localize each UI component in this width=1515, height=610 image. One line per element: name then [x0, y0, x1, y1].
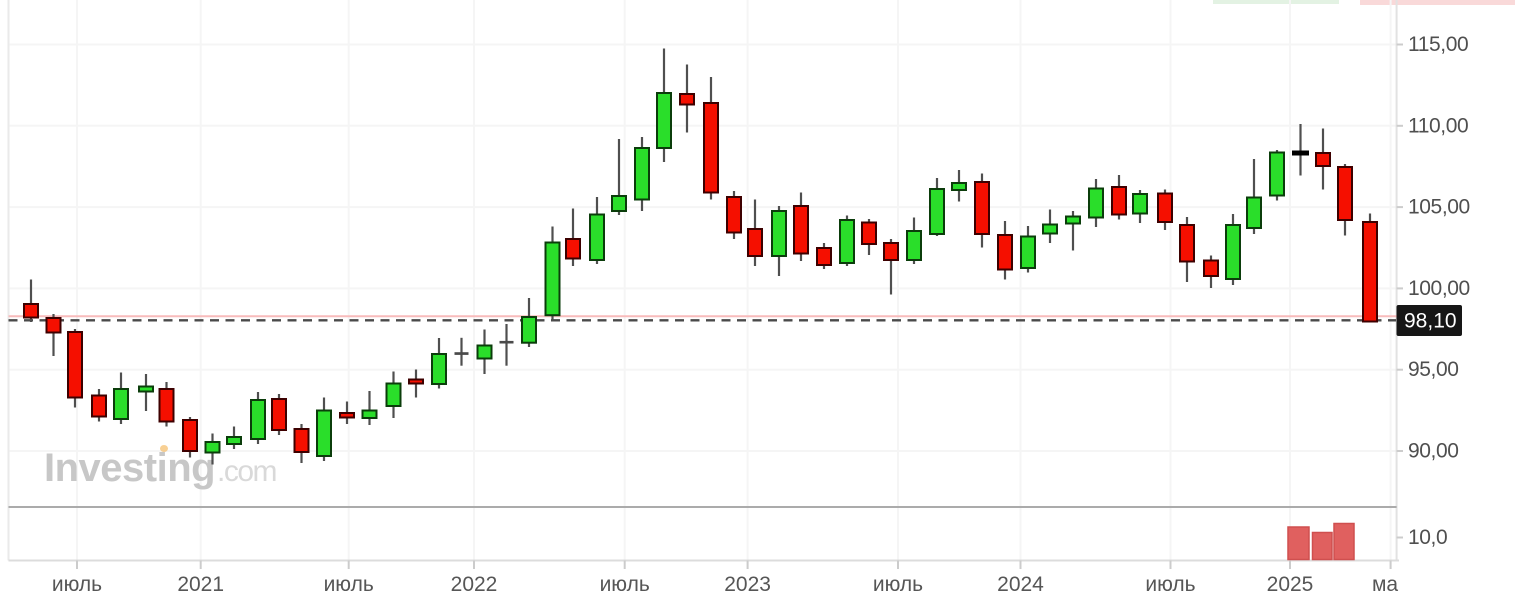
svg-text:90,00: 90,00	[1408, 440, 1459, 463]
svg-text:июль: июль	[324, 573, 374, 596]
svg-text:2023: 2023	[724, 573, 771, 596]
svg-text:100,00: 100,00	[1408, 277, 1470, 300]
svg-text:10,0: 10,0	[1408, 526, 1447, 549]
svg-text:.com: .com	[217, 455, 277, 488]
svg-text:июль: июль	[600, 573, 650, 596]
svg-text:июль: июль	[873, 573, 923, 596]
svg-text:июль: июль	[52, 573, 102, 596]
svg-text:98,10: 98,10	[1404, 309, 1457, 332]
svg-text:2021: 2021	[177, 573, 224, 596]
svg-text:110,00: 110,00	[1408, 114, 1468, 137]
svg-text:95,00: 95,00	[1408, 358, 1459, 381]
svg-text:2024: 2024	[997, 573, 1044, 596]
svg-text:2022: 2022	[451, 573, 498, 596]
svg-text:ма: ма	[1372, 573, 1398, 596]
svg-text:105,00: 105,00	[1408, 196, 1470, 219]
svg-text:115,00: 115,00	[1408, 33, 1468, 56]
svg-text:2025: 2025	[1267, 573, 1314, 596]
svg-text:Investing: Investing	[44, 446, 215, 490]
svg-text:июль: июль	[1145, 573, 1195, 596]
